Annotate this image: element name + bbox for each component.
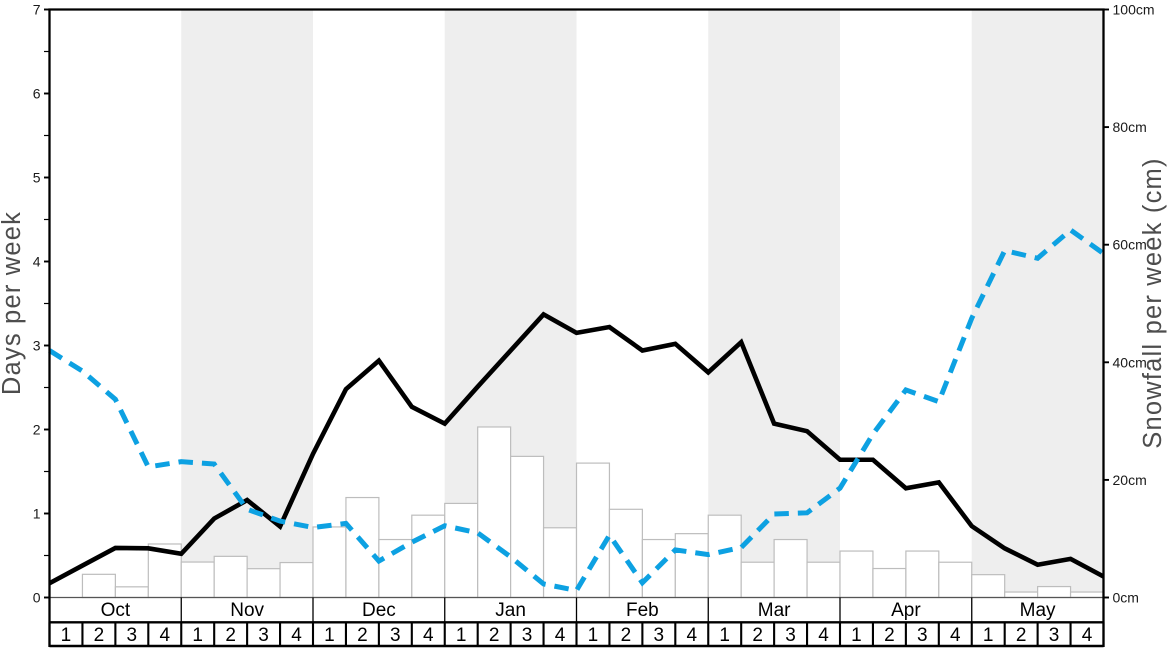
svg-text:2: 2	[357, 625, 368, 646]
svg-text:4: 4	[423, 625, 434, 646]
svg-text:20cm: 20cm	[1113, 472, 1147, 488]
svg-text:100cm: 100cm	[1113, 2, 1155, 18]
svg-text:Jan: Jan	[495, 600, 526, 621]
svg-text:1: 1	[983, 625, 994, 646]
svg-text:1: 1	[851, 625, 862, 646]
svg-text:Dec: Dec	[362, 600, 396, 621]
svg-text:Feb: Feb	[626, 600, 659, 621]
svg-text:0cm: 0cm	[1113, 590, 1139, 606]
svg-text:4: 4	[1082, 625, 1093, 646]
svg-text:4: 4	[33, 254, 41, 270]
svg-text:4: 4	[818, 625, 829, 646]
svg-text:2: 2	[489, 625, 500, 646]
svg-text:Nov: Nov	[230, 600, 264, 621]
svg-text:80cm: 80cm	[1113, 119, 1147, 135]
svg-text:1: 1	[61, 625, 72, 646]
svg-text:2: 2	[225, 625, 236, 646]
svg-text:3: 3	[785, 625, 796, 646]
svg-text:1: 1	[33, 506, 41, 522]
svg-text:May: May	[1020, 600, 1056, 621]
svg-text:2: 2	[752, 625, 763, 646]
svg-text:3: 3	[654, 625, 665, 646]
svg-text:Apr: Apr	[891, 600, 921, 621]
svg-text:2: 2	[621, 625, 632, 646]
svg-text:5: 5	[33, 170, 41, 186]
svg-text:1: 1	[456, 625, 467, 646]
svg-text:Oct: Oct	[101, 600, 131, 621]
svg-text:4: 4	[291, 625, 302, 646]
svg-text:2: 2	[94, 625, 105, 646]
svg-text:Mar: Mar	[758, 600, 791, 621]
svg-text:1: 1	[192, 625, 203, 646]
svg-text:40cm: 40cm	[1113, 354, 1147, 370]
svg-text:3: 3	[33, 338, 41, 354]
svg-text:1: 1	[719, 625, 730, 646]
svg-text:60cm: 60cm	[1113, 237, 1147, 253]
svg-text:4: 4	[555, 625, 566, 646]
svg-text:Days per week: Days per week	[0, 211, 26, 395]
svg-text:6: 6	[33, 86, 41, 102]
svg-text:2: 2	[1016, 625, 1027, 646]
svg-text:0: 0	[33, 590, 41, 606]
svg-text:3: 3	[258, 625, 269, 646]
svg-text:2: 2	[33, 422, 41, 438]
svg-text:4: 4	[950, 625, 961, 646]
svg-text:3: 3	[127, 625, 138, 646]
svg-text:4: 4	[686, 625, 697, 646]
svg-text:4: 4	[159, 625, 170, 646]
svg-text:3: 3	[917, 625, 928, 646]
svg-text:1: 1	[588, 625, 599, 646]
svg-text:1: 1	[324, 625, 335, 646]
svg-text:3: 3	[390, 625, 401, 646]
svg-text:2: 2	[884, 625, 895, 646]
svg-text:7: 7	[33, 2, 41, 18]
svg-text:3: 3	[522, 625, 533, 646]
svg-text:Snowfall per week (cm): Snowfall per week (cm)	[1139, 157, 1167, 448]
svg-text:3: 3	[1049, 625, 1060, 646]
